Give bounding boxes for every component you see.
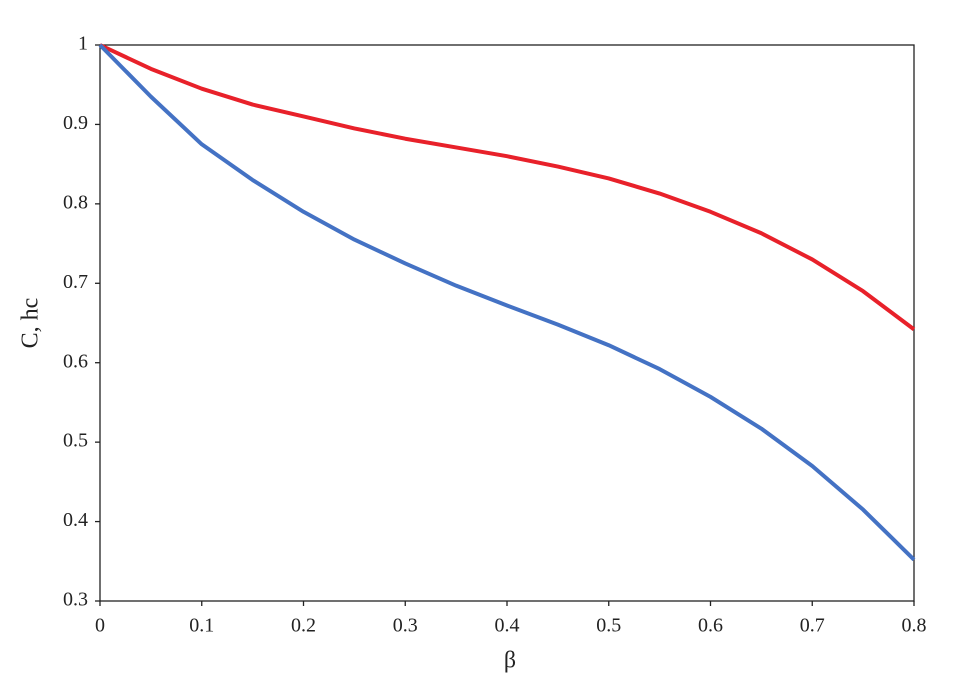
x-tick-label: 0 (95, 615, 105, 637)
x-tick-label: 0.6 (698, 615, 723, 637)
x-tick-label: 0.3 (393, 615, 418, 637)
plot-frame (99, 44, 915, 602)
y-tick-label: 0.8 (63, 191, 88, 213)
y-tick-label: 0.9 (63, 112, 88, 134)
y-tick-label: 0.4 (63, 509, 88, 531)
y-tick-label: 0.6 (63, 350, 88, 372)
x-tick-label: 0.8 (902, 615, 927, 637)
x-tick-label: 0.4 (495, 615, 520, 637)
line-series (99, 43, 916, 331)
y-tick-label: 0.7 (63, 271, 88, 293)
line-series (98, 43, 916, 562)
x-axis-label: β (504, 648, 516, 674)
y-axis-label: C, hc (18, 298, 44, 349)
y-tick-label: 0.3 (63, 589, 88, 611)
y-tick-label: 0.5 (63, 430, 88, 452)
x-tick-label: 0.7 (800, 615, 825, 637)
x-tick-label: 0.1 (189, 615, 214, 637)
x-tick-label: 0.5 (596, 615, 621, 637)
y-tick-label: 1 (78, 33, 88, 55)
x-tick-label: 0.2 (291, 615, 316, 637)
